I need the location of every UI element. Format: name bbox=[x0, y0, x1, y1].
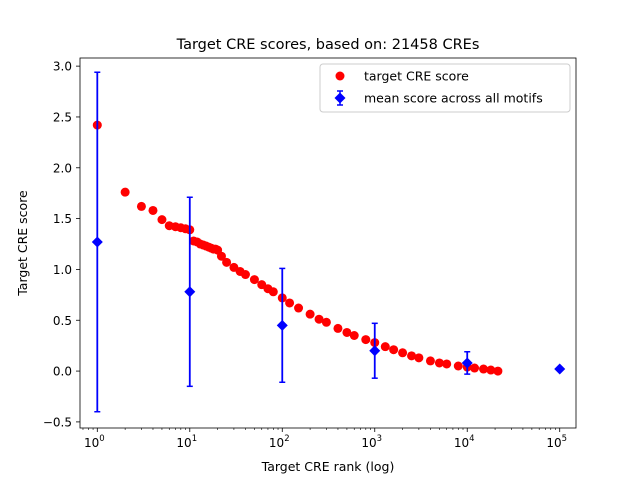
y-tick-label: −0.5 bbox=[43, 415, 72, 429]
target-cre-score-point bbox=[120, 187, 130, 197]
target-cre-score-point bbox=[333, 323, 343, 333]
x-tick-label: 105 bbox=[546, 434, 567, 450]
target-cre-score-point bbox=[398, 348, 408, 358]
x-tick-base: 10 bbox=[269, 436, 284, 450]
target-cre-score-point bbox=[380, 342, 390, 352]
x-tick-exponent: 0 bbox=[99, 434, 104, 444]
plot-frame bbox=[79, 57, 577, 429]
legend-label-target-cre-score: target CRE score bbox=[364, 69, 469, 84]
x-tick-exponent: 4 bbox=[469, 434, 474, 444]
x-tick-base: 10 bbox=[361, 436, 376, 450]
y-tick-label: 0.0 bbox=[53, 365, 72, 379]
legend-frame bbox=[319, 63, 571, 113]
y-axis-label: Target CRE score bbox=[15, 190, 30, 297]
y-tick-label: 2.0 bbox=[53, 161, 72, 175]
target-cre-score-point bbox=[486, 365, 496, 375]
target-cre-score-point bbox=[148, 205, 158, 215]
legend-label-mean-score: mean score across all motifs bbox=[364, 91, 543, 106]
target-cre-score-point bbox=[342, 327, 352, 337]
series-layer bbox=[91, 71, 566, 413]
x-tick-base: 10 bbox=[546, 436, 561, 450]
target-cre-score-point bbox=[425, 356, 435, 366]
y-tick-label: 3.0 bbox=[53, 60, 72, 74]
target-cre-score-point bbox=[314, 314, 324, 324]
target-cre-score-point bbox=[136, 201, 146, 211]
x-tick-exponent: 5 bbox=[562, 434, 567, 444]
target-cre-score-point bbox=[240, 270, 250, 280]
target-cre-score-point bbox=[414, 353, 424, 363]
legend-marker-target-cre-score bbox=[335, 71, 345, 81]
x-tick-exponent: 3 bbox=[377, 434, 382, 444]
mean-score-point bbox=[369, 345, 381, 357]
x-tick-label: 104 bbox=[454, 434, 475, 450]
x-tick-base: 10 bbox=[84, 436, 99, 450]
x-tick-label: 102 bbox=[269, 434, 290, 450]
legend: target CRE score mean score across all m… bbox=[319, 63, 571, 113]
target-cre-score-point bbox=[442, 359, 452, 369]
chart-title: Target CRE scores, based on: 21458 CREs bbox=[176, 37, 480, 53]
target-cre-score-point bbox=[470, 363, 480, 373]
target-cre-score-point bbox=[285, 298, 295, 308]
mean-score-point bbox=[461, 357, 473, 369]
target-cre-score-point bbox=[305, 309, 315, 319]
x-tick-label: 103 bbox=[361, 434, 382, 450]
x-tick-exponent: 2 bbox=[284, 434, 289, 444]
mean-score-point bbox=[554, 363, 566, 375]
target-cre-score-point bbox=[216, 251, 226, 261]
target-cre-score-point bbox=[493, 366, 503, 376]
mean-score-point bbox=[184, 286, 196, 298]
x-tick-base: 10 bbox=[454, 436, 469, 450]
y-tick-label: 2.5 bbox=[53, 110, 72, 124]
mean-score-point bbox=[276, 319, 288, 331]
target-cre-score-point bbox=[321, 317, 331, 327]
target-cre-score-point bbox=[434, 358, 444, 368]
target-cre-score-point bbox=[294, 303, 304, 313]
legend-marker-mean-score bbox=[334, 92, 346, 104]
y-tick-label: 0.5 bbox=[53, 314, 72, 328]
target-cre-score-point bbox=[222, 257, 232, 267]
x-tick-label: 100 bbox=[84, 434, 105, 450]
ticks: 100 101 102 103 104 105−0.50.00.51.01.52.02.5… bbox=[43, 60, 567, 450]
target-cre-score-point bbox=[268, 287, 278, 297]
target-cre-score-point bbox=[389, 345, 399, 355]
mean-score-point bbox=[91, 236, 103, 248]
x-tick-label: 101 bbox=[176, 434, 197, 450]
target-cre-score-point bbox=[349, 331, 359, 340]
y-tick-label: 1.0 bbox=[53, 263, 72, 277]
target-cre-score-point bbox=[157, 215, 167, 225]
target-cre-score-point bbox=[479, 364, 489, 374]
target-cre-score-point bbox=[407, 351, 417, 361]
x-tick-base: 10 bbox=[176, 436, 191, 450]
y-tick-label: 1.5 bbox=[53, 212, 72, 226]
target-cre-score-point bbox=[361, 335, 371, 345]
target-cre-score-point bbox=[249, 275, 259, 285]
x-axis-label: Target CRE rank (log) bbox=[261, 459, 395, 474]
target-cre-score-point bbox=[453, 361, 463, 371]
x-tick-exponent: 1 bbox=[192, 434, 197, 444]
